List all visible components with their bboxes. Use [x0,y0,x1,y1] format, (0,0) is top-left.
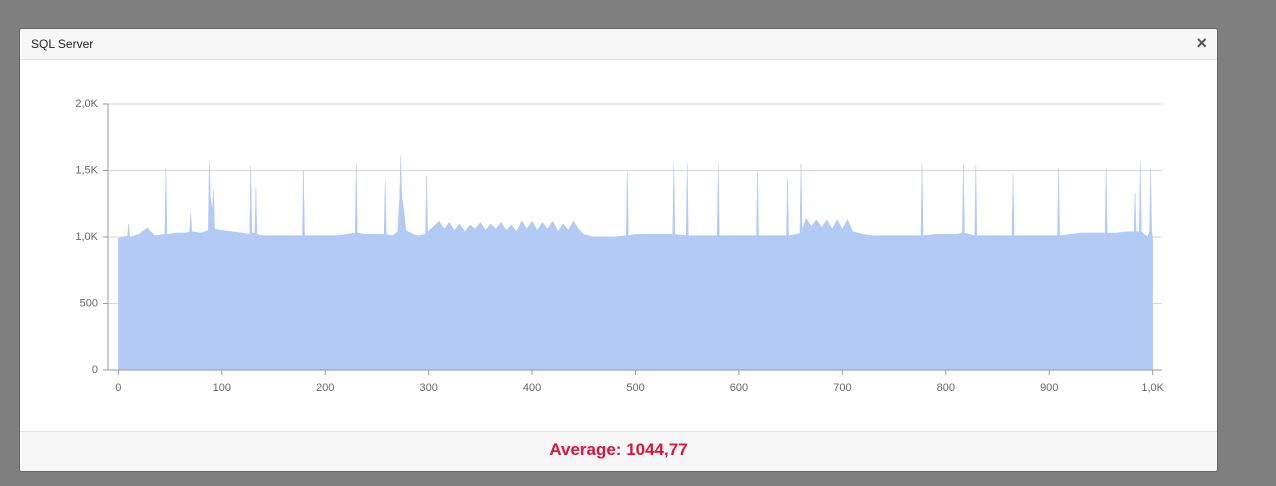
close-button[interactable]: × [1196,33,1207,53]
average-label: Average: 1044,77 [549,440,688,459]
modal: SQL Server × 0 500 1,0K 1,5K 2,0K 0 100 200 300 4… [19,28,1218,472]
modal-title: SQL Server [31,37,94,51]
x-tick-label: 800 [937,382,955,394]
x-tick-label: 500 [626,382,644,394]
modal-footer: Average: 1044,77 [20,431,1217,471]
x-tick-label: 100 [213,382,231,394]
y-tick-label: 1,0K [75,231,98,243]
x-tick-label: 400 [523,382,541,394]
x-tick-label: 600 [730,382,748,394]
y-tick-label: 2,0K [75,98,98,110]
modal-header: SQL Server × [20,29,1217,60]
x-tick-label: 900 [1040,382,1058,394]
x-tick-label: 700 [833,382,851,394]
x-tick-label: 0 [115,382,121,394]
x-tick-label: 1,0K [1141,382,1164,394]
area [118,155,1153,371]
x-tick-label: 200 [316,382,334,394]
x-tick-label: 300 [419,382,437,394]
chart: 0 500 1,0K 1,5K 2,0K 0 100 200 300 400 500 600 700 80… [75,98,1164,394]
y-tick-label: 1,5K [75,164,98,176]
y-tick-label: 500 [80,297,98,309]
y-tick-label: 0 [92,364,98,376]
